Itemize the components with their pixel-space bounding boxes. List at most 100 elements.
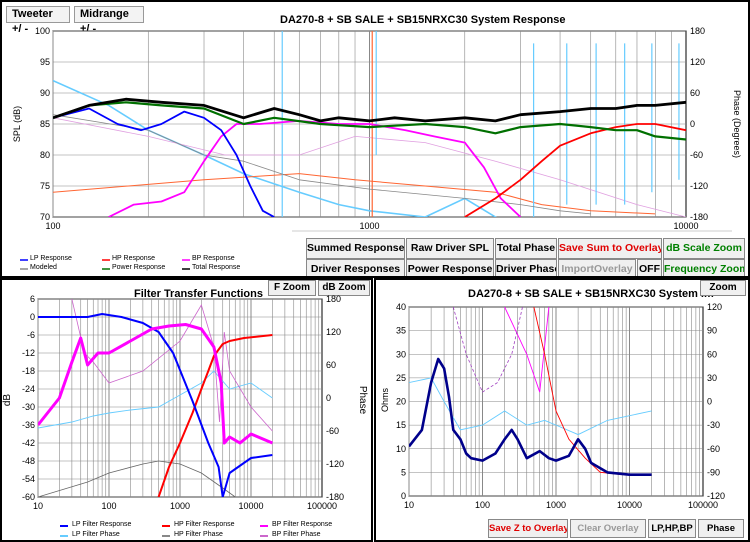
clear-overlay-button[interactable]: Clear Overlay bbox=[570, 519, 646, 538]
br-y-tick-label: 0 bbox=[401, 491, 406, 501]
driver-phase-button[interactable]: Driver Phase bbox=[495, 259, 557, 276]
bl-y2-tick-label: -60 bbox=[326, 426, 339, 436]
br-x-tick-label: 1000 bbox=[546, 500, 566, 510]
import-overlay-button[interactable]: ImportOverlay bbox=[558, 259, 636, 276]
top-y-tick-label: 85 bbox=[40, 119, 50, 129]
br-x-tick-label: 100000 bbox=[688, 500, 718, 510]
bp-phase-curve bbox=[53, 117, 686, 217]
br-x-tick-label: 10 bbox=[404, 500, 414, 510]
system-response-title: DA270-8 + SB SALE + SB15NRXC30 System Re… bbox=[280, 14, 566, 26]
bl-x-tick-label: 100 bbox=[101, 501, 116, 511]
db-scale-zoom-button[interactable]: dB Scale Zoom bbox=[663, 238, 745, 259]
legend-total-response: Total Response bbox=[192, 264, 241, 271]
br-y-tick-label: 40 bbox=[396, 302, 406, 312]
br-y2-tick-label: 120 bbox=[707, 302, 722, 312]
bl-x-tick-label: 10 bbox=[33, 501, 43, 511]
top-y2-tick-label: 0 bbox=[690, 119, 695, 129]
top-y2-tick-label: 120 bbox=[690, 57, 705, 67]
db-zoom-button[interactable]: dB Zoom bbox=[318, 280, 370, 296]
impedance-title: DA270-8 + SB SALE + SB15NRXC30 System Im bbox=[468, 288, 714, 300]
series-lp-filter-response bbox=[38, 313, 273, 497]
series-bp-filter-response bbox=[38, 323, 273, 445]
legend-hp-response: HP Response bbox=[112, 255, 156, 262]
bl-y-tick-label: -60 bbox=[22, 492, 35, 502]
top-y2-tick-label: -60 bbox=[690, 150, 703, 160]
frequency-zoom-button[interactable]: Frequency Zoom bbox=[663, 259, 745, 276]
ohms-axis-label: Ohms bbox=[380, 388, 390, 413]
f-zoom-button[interactable]: F Zoom bbox=[268, 280, 316, 296]
save-z-overlay-button[interactable]: Save Z to Overlay bbox=[488, 519, 568, 538]
br-y-tick-label: 20 bbox=[396, 397, 406, 407]
br-y-tick-label: 30 bbox=[396, 349, 406, 359]
bl-y2-tick-label: 180 bbox=[326, 294, 341, 304]
filter-transfer-chart: -60-54-48-42-36-30-24-18-12-606-180-120-… bbox=[2, 294, 368, 537]
br-x-tick-label: 100 bbox=[475, 500, 490, 510]
overlay-off-button[interactable]: OFF bbox=[637, 259, 662, 276]
top-y-tick-label: 70 bbox=[40, 212, 50, 222]
phase-button[interactable]: Phase bbox=[698, 519, 744, 538]
br-y2-tick-label: -60 bbox=[707, 444, 720, 454]
br-y2-tick-label: 30 bbox=[707, 373, 717, 383]
tab-tweeter[interactable]: Tweeter +/ - bbox=[6, 6, 70, 35]
bl-y-tick-label: -36 bbox=[22, 420, 35, 430]
bl-x-tick-label: 1000 bbox=[170, 501, 190, 511]
bl-y-tick-label: -18 bbox=[22, 366, 35, 376]
bl-y2-tick-label: 120 bbox=[326, 327, 341, 337]
power-response-button[interactable]: Power Response bbox=[406, 259, 494, 276]
br-y-tick-label: 5 bbox=[401, 467, 406, 477]
bp-impedance-curve bbox=[504, 307, 550, 393]
impedance-zoom-button[interactable]: Zoom bbox=[700, 280, 746, 296]
br-y2-tick-label: 90 bbox=[707, 326, 717, 336]
bl-y-tick-label: 6 bbox=[30, 294, 35, 304]
bp-phase-curve bbox=[452, 307, 523, 393]
legend-bp-filter-phase: BP Filter Phase bbox=[272, 531, 321, 538]
summed-response-button[interactable]: Summed Response bbox=[306, 238, 405, 259]
br-y-tick-label: 10 bbox=[396, 444, 406, 454]
bl-y-tick-label: -12 bbox=[22, 348, 35, 358]
top-x-tick-label: 10000 bbox=[673, 221, 698, 231]
total-phase-button[interactable]: Total Phase bbox=[495, 238, 557, 259]
bl-y2-tick-label: 60 bbox=[326, 360, 336, 370]
series-lp-response bbox=[53, 107, 275, 217]
system-impedance-panel: DA270-8 + SB SALE + SB15NRXC30 System Im… bbox=[374, 278, 750, 542]
legend-lp-response: LP Response bbox=[30, 255, 72, 262]
br-y2-tick-label: -90 bbox=[707, 467, 720, 477]
top-y-tick-label: 100 bbox=[35, 26, 50, 36]
top-y-tick-label: 95 bbox=[40, 57, 50, 67]
legend-hp-filter-response: HP Filter Response bbox=[174, 521, 235, 528]
legend-hp-filter-phase: HP Filter Phase bbox=[174, 531, 223, 538]
br-x-tick-label: 10000 bbox=[617, 500, 642, 510]
system-response-chart: 70 75 80 85 90 95 100 -180 -120 -60 0 60 120 180 100 10… bbox=[12, 26, 742, 270]
series-total-response bbox=[53, 97, 686, 123]
impedance-chart: 0 5 10 15 20 25 30 35 40 -120 -90 -60 -30 0 30 60 90 120 1… bbox=[380, 302, 725, 510]
top-y-tick-label: 75 bbox=[40, 181, 50, 191]
system-response-panel: Tweeter +/ - Midrange +/ - DA270-8 + SB … bbox=[0, 0, 750, 278]
save-sum-overlay-button[interactable]: Save Sum to Overlay bbox=[558, 238, 662, 259]
lp-phase-curve bbox=[409, 377, 652, 436]
top-y2-tick-label: 180 bbox=[690, 26, 705, 36]
hp-filter-phase-curve bbox=[38, 460, 236, 497]
series-hp-response bbox=[464, 123, 686, 217]
db-axis-label: dB bbox=[2, 394, 13, 407]
driver-responses-button[interactable]: Driver Responses bbox=[306, 259, 405, 276]
legend-lp-filter-phase: LP Filter Phase bbox=[72, 531, 120, 538]
filter-transfer-panel: Filter Transfer Functions F Zoom dB Zoom… bbox=[0, 278, 373, 542]
spl-axis-label: SPL (dB) bbox=[12, 106, 22, 142]
bl-y-tick-label: -54 bbox=[22, 474, 35, 484]
series-modeled bbox=[53, 114, 591, 215]
series-power-response bbox=[53, 101, 686, 141]
bl-x-tick-label: 10000 bbox=[238, 501, 263, 511]
top-y-tick-label: 80 bbox=[40, 150, 50, 160]
bl-y-tick-label: -6 bbox=[27, 330, 35, 340]
hp-impedance-curve bbox=[533, 307, 623, 476]
br-y2-tick-label: 60 bbox=[707, 349, 717, 359]
legend-power-response: Power Response bbox=[112, 264, 166, 271]
lp-hp-bp-button[interactable]: LP,HP,BP bbox=[648, 519, 696, 538]
br-y-tick-label: 35 bbox=[396, 326, 406, 336]
bl-y-tick-label: -30 bbox=[22, 402, 35, 412]
series-system-impedance bbox=[409, 357, 652, 476]
lp-filter-phase-curve bbox=[38, 370, 273, 429]
raw-driver-spl-button[interactable]: Raw Driver SPL bbox=[406, 238, 494, 259]
bl-y-tick-label: 0 bbox=[30, 312, 35, 322]
phase-axis-label: Phase (Degrees) bbox=[732, 90, 742, 158]
